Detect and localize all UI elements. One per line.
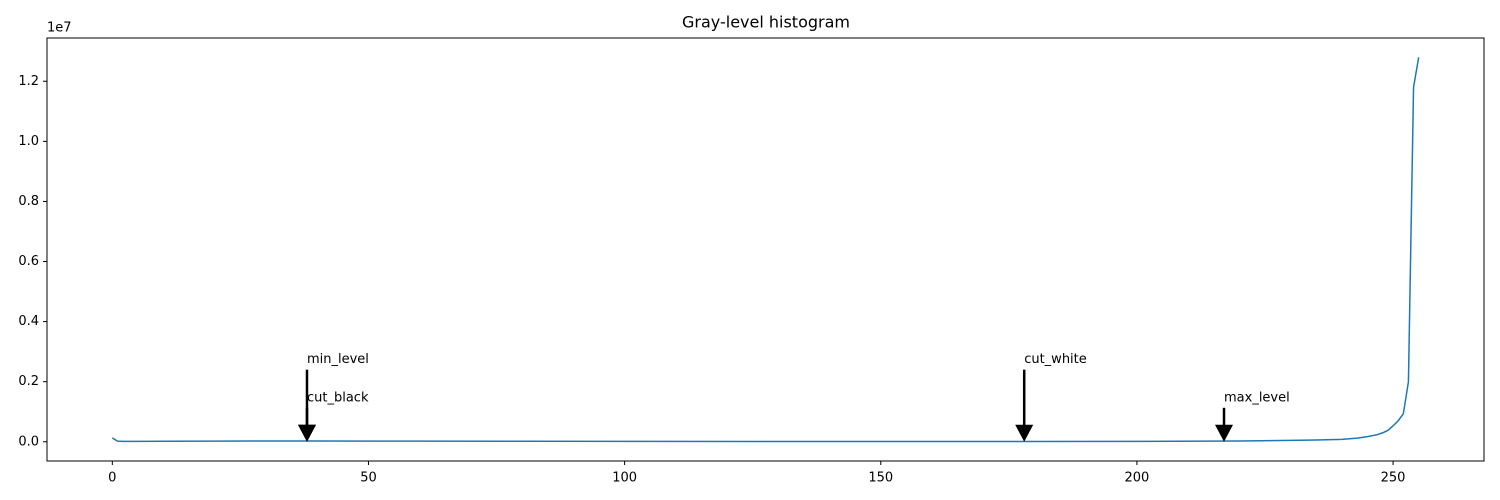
x-tick-label: 100 bbox=[612, 471, 637, 486]
annotation-arrow-head bbox=[1015, 424, 1034, 442]
x-tick-label: 150 bbox=[868, 471, 893, 486]
y-offset-label: 1e7 bbox=[47, 21, 72, 36]
annotation-arrow-head bbox=[1215, 424, 1234, 442]
y-tick-label: 0.6 bbox=[18, 254, 39, 269]
annotation-arrow-head bbox=[297, 424, 316, 442]
annotation-label: max_level bbox=[1224, 390, 1290, 405]
y-tick-label: 0.4 bbox=[18, 314, 39, 329]
annotation-label: cut_white bbox=[1024, 352, 1087, 367]
y-tick-label: 1.2 bbox=[18, 74, 39, 89]
plot-frame bbox=[46, 37, 1485, 462]
chart-title: Gray-level histogram bbox=[682, 13, 850, 32]
y-tick-label: 1.0 bbox=[18, 134, 39, 149]
x-tick-label: 50 bbox=[360, 471, 377, 486]
x-tick-label: 0 bbox=[108, 471, 116, 486]
x-tick-label: 250 bbox=[1381, 471, 1406, 486]
annotation-label: min_level bbox=[307, 352, 369, 367]
y-tick-label: 0.0 bbox=[18, 434, 39, 449]
y-tick-label: 0.2 bbox=[18, 374, 39, 389]
data-line bbox=[111, 57, 1420, 443]
y-tick-label: 0.8 bbox=[18, 194, 39, 209]
x-tick-label: 200 bbox=[1125, 471, 1150, 486]
annotation-label: cut_black bbox=[307, 390, 369, 405]
